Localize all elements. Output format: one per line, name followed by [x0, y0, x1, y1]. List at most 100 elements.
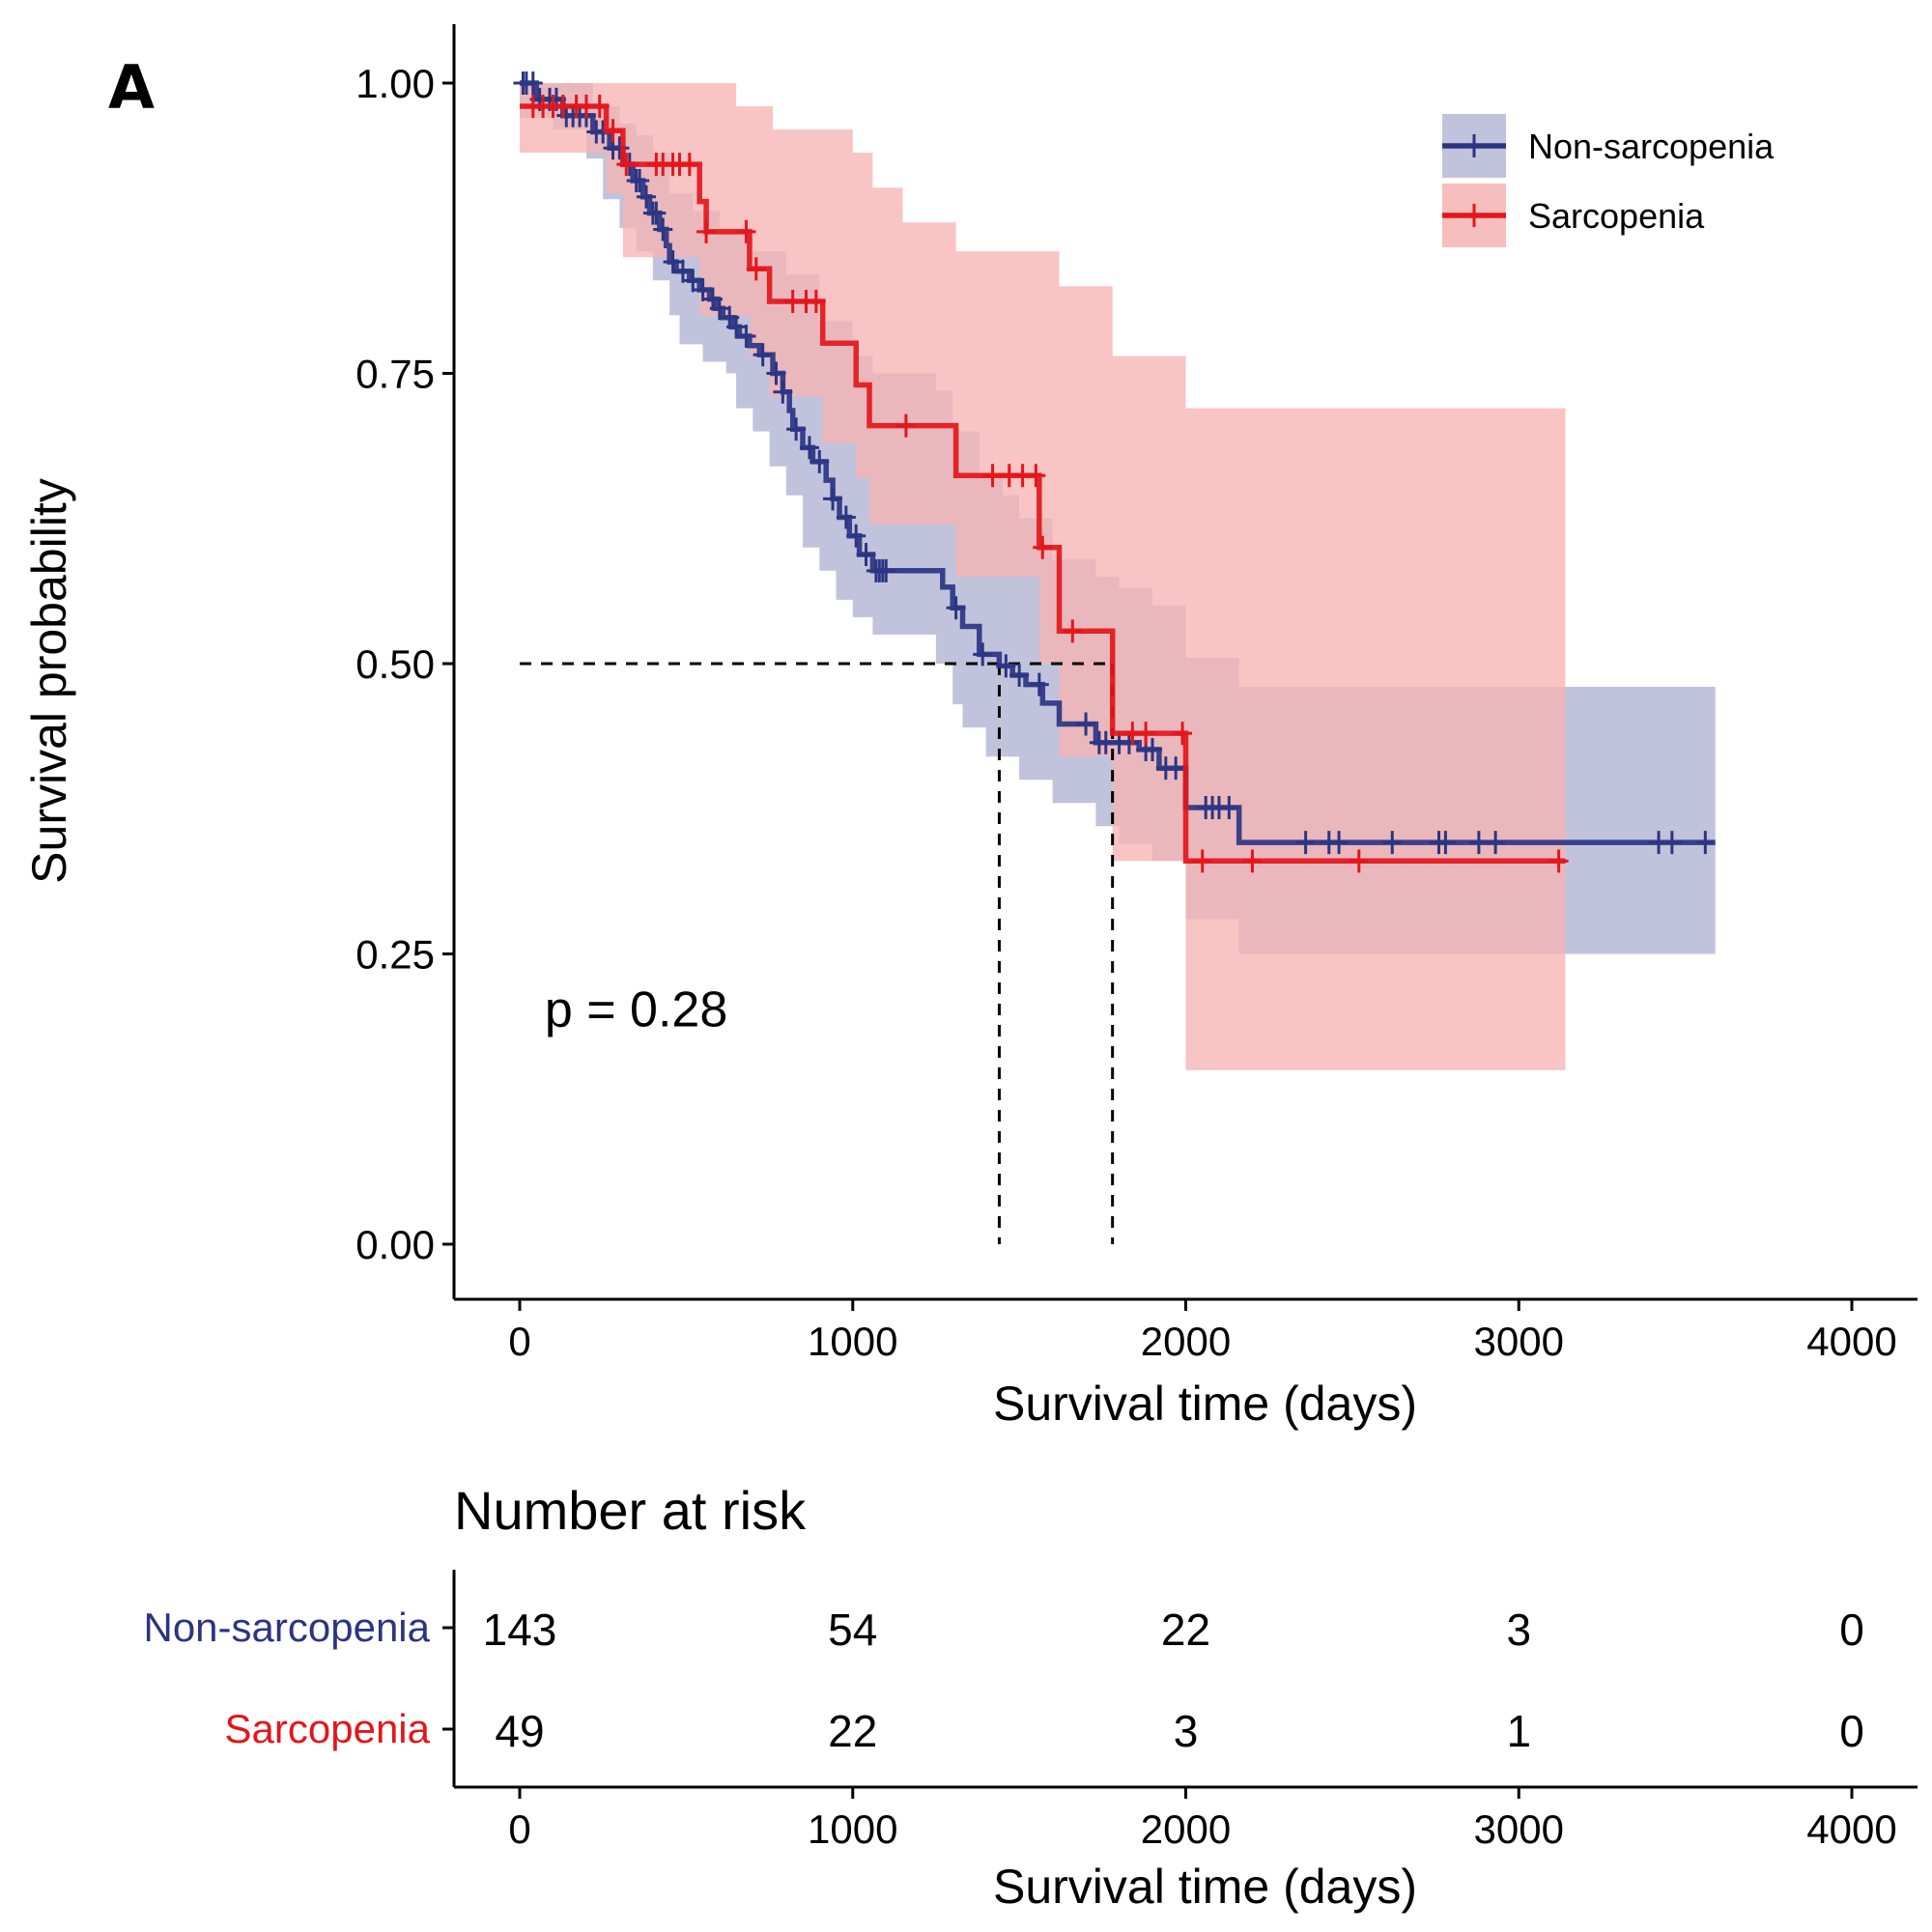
- risk-table: Number at risk Non-sarcopenia 143 54 22 3 0 Sar…: [143, 1480, 1918, 1914]
- censor-mark: [1242, 849, 1263, 873]
- survival-plot: 0.00 0.25 0.50 0.75 1.00 0 1000 2000 3000 4000 Sur…: [22, 24, 1918, 1431]
- censor-mark: [1329, 831, 1350, 855]
- risk-count-non-sarcopenia: 3: [1506, 1605, 1531, 1655]
- y-tick-label: 0.25: [355, 932, 435, 978]
- risk-table-title: Number at risk: [454, 1480, 807, 1541]
- censor-mark: [799, 436, 819, 460]
- panel-label: A: [108, 52, 155, 123]
- censor-mark: [846, 524, 867, 548]
- censor-mark: [696, 219, 717, 243]
- censor-mark: [1382, 831, 1403, 855]
- censor-mark: [996, 654, 1016, 678]
- censor-mark: [1136, 722, 1156, 746]
- risk-x-tick-label: 4000: [1806, 1806, 1896, 1852]
- risk-x-tick-label: 0: [508, 1806, 530, 1852]
- censor-mark: [823, 487, 843, 511]
- risk-count-sarcopenia: 3: [1174, 1706, 1199, 1756]
- censor-mark: [672, 259, 693, 283]
- x-tick-label: 2000: [1141, 1319, 1231, 1364]
- censor-marks-non-sarcopenia: [513, 71, 1716, 855]
- censor-mark: [726, 315, 747, 339]
- censor-mark: [876, 558, 896, 582]
- risk-count-non-sarcopenia: 0: [1839, 1605, 1864, 1655]
- censor-mark: [523, 71, 543, 95]
- y-tick-label: 0.75: [355, 352, 435, 397]
- censor-mark: [982, 464, 1003, 488]
- x-tick-label: 3000: [1474, 1319, 1564, 1364]
- censor-mark: [856, 543, 876, 567]
- risk-x-tick-label: 1000: [808, 1806, 897, 1852]
- ci-band-sarcopenia: [520, 83, 1566, 1070]
- censor-mark: [630, 168, 650, 192]
- censor-mark: [786, 417, 807, 441]
- censor-mark: [1435, 831, 1456, 855]
- y-tick-label: 0.50: [355, 641, 435, 687]
- x-tick-label: 1000: [808, 1319, 897, 1364]
- censor-mark: [1166, 756, 1186, 781]
- risk-count-sarcopenia: 49: [495, 1706, 544, 1756]
- censor-mark: [646, 201, 667, 225]
- p-value-annotation: p = 0.28: [545, 982, 727, 1038]
- censor-mark: [709, 297, 729, 321]
- censor-mark: [1033, 535, 1053, 559]
- censor-mark: [1219, 796, 1239, 820]
- censor-mark: [946, 596, 966, 620]
- censor-mark: [806, 289, 826, 313]
- censor-mark: [1009, 664, 1030, 688]
- censor-mark: [836, 505, 856, 529]
- censor-mark: [589, 95, 610, 119]
- censor-mark: [736, 325, 756, 349]
- risk-count-non-sarcopenia: 143: [483, 1605, 557, 1655]
- censor-mark: [693, 277, 713, 301]
- risk-row-label-non-sarcopenia: Non-sarcopenia: [143, 1605, 430, 1650]
- x-axis-title: Survival time (days): [993, 1377, 1417, 1431]
- risk-count-sarcopenia: 22: [828, 1706, 877, 1756]
- censor-mark: [1026, 464, 1046, 488]
- censor-mark: [810, 449, 830, 473]
- censor-mark: [753, 343, 773, 367]
- x-tick-label: 0: [508, 1319, 530, 1364]
- legend: Non-sarcopenia Sarcopenia: [1442, 114, 1775, 247]
- censor-mark: [653, 217, 673, 242]
- censor-mark: [973, 642, 993, 667]
- censor-mark: [1143, 737, 1163, 761]
- censor-mark: [1173, 722, 1193, 746]
- censor-mark: [616, 153, 637, 177]
- y-tick-label: 1.00: [355, 61, 435, 106]
- risk-row-label-sarcopenia: Sarcopenia: [225, 1706, 431, 1751]
- censor-mark: [637, 185, 657, 209]
- risk-count-sarcopenia: 0: [1839, 1706, 1864, 1756]
- censor-mark: [679, 153, 699, 177]
- censor-mark: [1662, 831, 1682, 855]
- risk-x-tick-label: 3000: [1474, 1806, 1564, 1852]
- censor-mark: [746, 257, 766, 281]
- x-tick-label: 4000: [1806, 1319, 1896, 1364]
- censor-mark: [1548, 849, 1569, 873]
- censor-mark: [603, 119, 623, 143]
- censor-mark: [663, 250, 683, 274]
- censor-mark: [895, 413, 916, 438]
- censor-mark: [1295, 831, 1316, 855]
- censor-mark: [1695, 831, 1716, 855]
- risk-x-axis-title: Survival time (days): [993, 1860, 1417, 1914]
- y-axis-title: Survival probability: [22, 478, 76, 884]
- censor-mark: [1468, 831, 1489, 855]
- legend-label-sarcopenia: Sarcopenia: [1528, 196, 1705, 236]
- censor-mark: [1349, 849, 1369, 873]
- censor-marks-sarcopenia: [523, 95, 1569, 873]
- censor-mark: [1063, 619, 1083, 643]
- censor-mark: [610, 136, 630, 160]
- censor-mark: [1029, 672, 1049, 696]
- risk-count-non-sarcopenia: 54: [828, 1605, 877, 1655]
- censor-mark: [773, 380, 793, 404]
- legend-label-non-sarcopenia: Non-sarcopenia: [1528, 127, 1775, 166]
- risk-count-sarcopenia: 1: [1506, 1706, 1531, 1756]
- censor-mark: [1486, 831, 1506, 855]
- censor-mark: [683, 269, 703, 293]
- censor-mark: [736, 219, 756, 243]
- censor-mark: [1192, 849, 1212, 873]
- censor-mark: [1076, 712, 1096, 736]
- y-tick-label: 0.00: [355, 1222, 435, 1267]
- censor-mark: [766, 361, 786, 385]
